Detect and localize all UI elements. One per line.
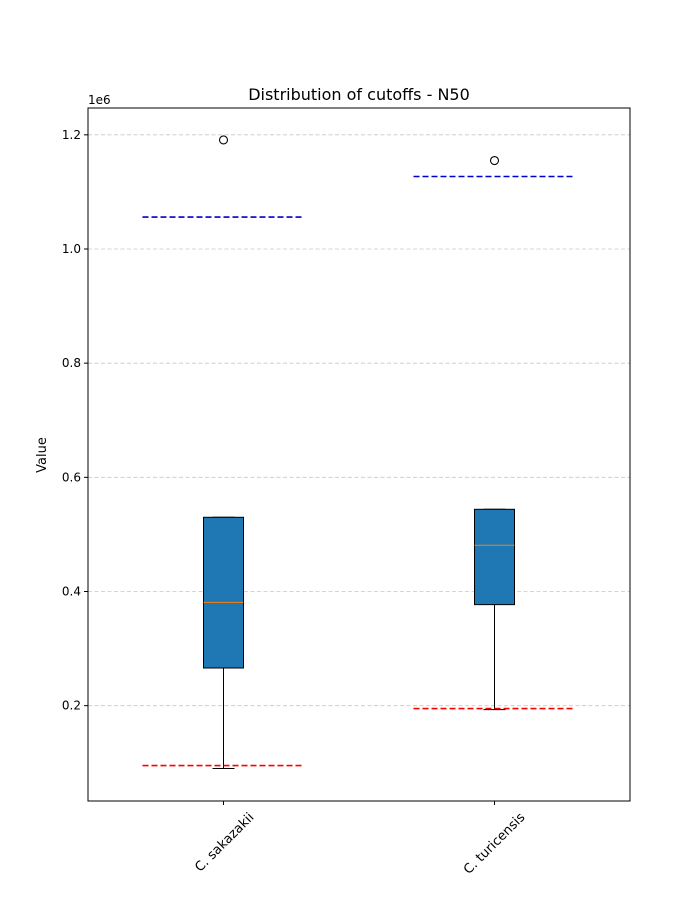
chart-title: Distribution of cutoffs - N50: [248, 85, 470, 104]
y-tick-label: 0.2: [62, 699, 81, 713]
y-axis-offset-label: 1e6: [88, 93, 111, 107]
box-plot-marks: [142, 135, 576, 769]
y-tick-label: 0.6: [62, 470, 81, 484]
axis-ticks: 0.2 0.4 0.6 0.8 1.0 1.2 C. sakazakii C. turicen…: [62, 128, 529, 878]
y-tick-label: 0.4: [62, 585, 81, 599]
y-axis-label: Value: [35, 437, 50, 473]
x-tick-label: C. turicensis: [461, 810, 528, 877]
box-group: [413, 155, 576, 711]
grid-lines: [88, 134, 630, 707]
plot-frame: [87, 107, 631, 802]
outlier-point: [489, 155, 500, 166]
outlier-point: [218, 135, 229, 145]
box: [474, 508, 515, 606]
y-tick-label: 1.0: [62, 242, 81, 256]
box-group: [142, 135, 305, 769]
box: [203, 516, 244, 669]
y-tick-label: 0.8: [62, 356, 81, 370]
y-tick-label: 1.2: [62, 128, 81, 142]
x-tick-label: C. sakazakii: [192, 810, 257, 875]
